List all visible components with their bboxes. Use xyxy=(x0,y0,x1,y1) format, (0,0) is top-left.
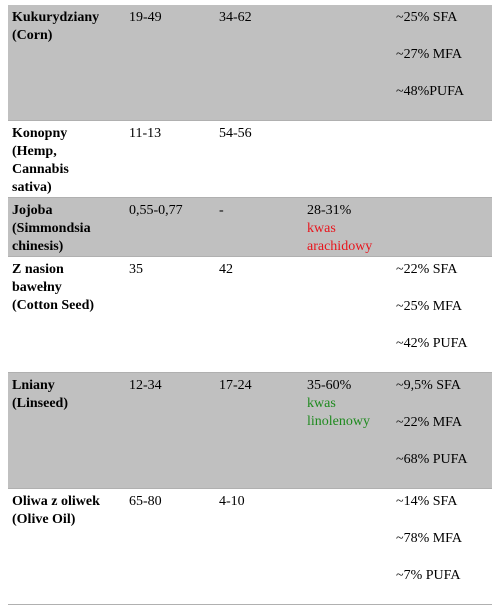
cell-text: (Hemp, xyxy=(12,144,57,159)
table-cell: 12-34 xyxy=(125,372,215,489)
table-cell: 35 xyxy=(125,256,215,373)
table-row: Oliwa z oliwek (Olive Oil) 65-80 4-10 ~14% S… xyxy=(8,488,492,605)
cell-text: ~9,5% SFA xyxy=(396,378,461,393)
cell-text: Kukurydziany xyxy=(12,10,100,25)
table-cell: 42 xyxy=(215,256,303,373)
cell-text: 35 xyxy=(129,262,143,277)
cell-text: 34-62 xyxy=(219,10,252,25)
table-cell: Kukurydziany (Corn) xyxy=(8,5,125,121)
table-row: Z nasion bawełny (Cotton Seed) 35 42 ~22% SFA… xyxy=(8,256,492,373)
cell-text: 54-56 xyxy=(219,126,252,141)
cell-text: 11-13 xyxy=(129,126,162,141)
cell-text: ~14% SFA xyxy=(396,494,458,509)
page: Kukurydziany (Corn) 19-49 34-62 ~25% SFA ~27%… xyxy=(8,5,492,605)
cell-note: linolenowy xyxy=(307,414,370,429)
cell-text: Konopny xyxy=(12,126,68,141)
table-row: Jojoba (Simmondsia chinesis) 0,55-0,77 - 28-3… xyxy=(8,197,492,257)
table-cell: 65-80 xyxy=(125,488,215,605)
table-row: Kukurydziany (Corn) 19-49 34-62 ~25% SFA ~27%… xyxy=(8,5,492,121)
cell-text: 42 xyxy=(219,262,233,277)
table-cell: ~9,5% SFA ~22% MFA ~68% PUFA xyxy=(392,372,492,489)
table-cell: 34-62 xyxy=(215,5,303,121)
cell-text: bawełny xyxy=(12,280,62,295)
cell-text: Lniany xyxy=(12,378,55,393)
table-cell: Lniany (Linseed) xyxy=(8,372,125,489)
cell-text: Cannabis xyxy=(12,162,69,177)
cell-text: ~27% MFA xyxy=(396,47,463,62)
table-cell xyxy=(303,120,392,198)
table-cell: ~25% SFA ~27% MFA ~48%PUFA xyxy=(392,5,492,121)
cell-text: (Olive Oil) xyxy=(12,512,76,527)
cell-text: 17-24 xyxy=(219,378,252,393)
cell-text: ~7% PUFA xyxy=(396,568,461,583)
table-cell: 11-13 xyxy=(125,120,215,198)
cell-text: - xyxy=(219,203,224,218)
table-cell: Konopny (Hemp, Cannabis sativa) xyxy=(8,120,125,198)
oil-table: Kukurydziany (Corn) 19-49 34-62 ~25% SFA ~27%… xyxy=(8,5,492,605)
cell-text: chinesis) xyxy=(12,239,64,254)
cell-text: (Simmondsia xyxy=(12,221,91,236)
table-row: Lniany (Linseed) 12-34 17-24 35-60% kwas linol… xyxy=(8,372,492,489)
cell-text: 19-49 xyxy=(129,10,162,25)
table-cell xyxy=(303,488,392,605)
cell-text: (Cotton Seed) xyxy=(12,298,95,313)
cell-text: Oliwa z oliwek xyxy=(12,494,100,509)
cell-text: ~22% SFA xyxy=(396,262,458,277)
cell-text: 65-80 xyxy=(129,494,162,509)
table-cell xyxy=(303,256,392,373)
table-cell: - xyxy=(215,197,303,257)
cell-text: (Corn) xyxy=(12,28,53,43)
cell-text: 0,55-0,77 xyxy=(129,203,183,218)
table-cell: 54-56 xyxy=(215,120,303,198)
table-cell: ~14% SFA ~78% MFA ~7% PUFA xyxy=(392,488,492,605)
table-cell: 28-31% kwas arachidowy xyxy=(303,197,392,257)
table-cell: 4-10 xyxy=(215,488,303,605)
cell-text: ~25% SFA xyxy=(396,10,458,25)
table-cell: Jojoba (Simmondsia chinesis) xyxy=(8,197,125,257)
cell-note: kwas xyxy=(307,396,336,411)
cell-text: ~25% MFA xyxy=(396,299,463,314)
cell-text: Z nasion xyxy=(12,262,64,277)
cell-text: 12-34 xyxy=(129,378,162,393)
table-cell: 17-24 xyxy=(215,372,303,489)
table-cell: 35-60% kwas linolenowy xyxy=(303,372,392,489)
cell-text: ~22% MFA xyxy=(396,415,463,430)
table-cell: ~22% SFA ~25% MFA ~42% PUFA xyxy=(392,256,492,373)
cell-note: kwas xyxy=(307,221,336,236)
cell-text: Jojoba xyxy=(12,203,53,218)
cell-note: arachidowy xyxy=(307,239,373,254)
table-cell: 19-49 xyxy=(125,5,215,121)
cell-text: 28-31% xyxy=(307,203,352,218)
table-cell: Z nasion bawełny (Cotton Seed) xyxy=(8,256,125,373)
cell-text: 35-60% xyxy=(307,378,352,393)
table-cell xyxy=(392,120,492,198)
cell-text: ~42% PUFA xyxy=(396,336,468,351)
table-cell: 0,55-0,77 xyxy=(125,197,215,257)
table-cell xyxy=(392,197,492,257)
cell-text: ~78% MFA xyxy=(396,531,463,546)
cell-text: ~68% PUFA xyxy=(396,452,468,467)
cell-text: sativa) xyxy=(12,180,52,195)
cell-text: 4-10 xyxy=(219,494,245,509)
cell-text: ~48%PUFA xyxy=(396,84,464,99)
table-cell xyxy=(303,5,392,121)
table-row: Konopny (Hemp, Cannabis sativa) 11-13 54-56 xyxy=(8,120,492,198)
table-cell: Oliwa z oliwek (Olive Oil) xyxy=(8,488,125,605)
cell-text: (Linseed) xyxy=(12,396,68,411)
